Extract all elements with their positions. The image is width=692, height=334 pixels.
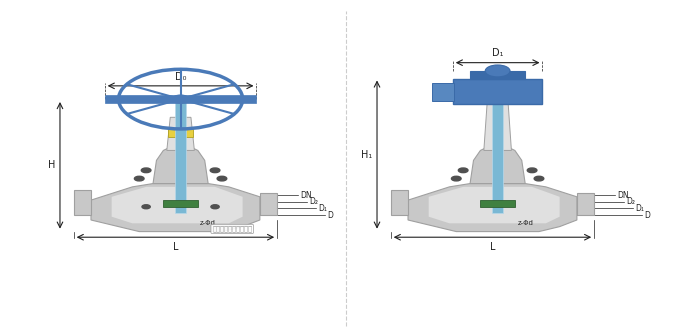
Polygon shape xyxy=(429,187,560,223)
Text: L: L xyxy=(490,241,495,252)
FancyBboxPatch shape xyxy=(175,98,186,213)
Circle shape xyxy=(134,176,144,181)
FancyBboxPatch shape xyxy=(163,200,198,207)
Polygon shape xyxy=(484,101,511,150)
FancyBboxPatch shape xyxy=(470,71,525,79)
Circle shape xyxy=(211,205,219,209)
FancyBboxPatch shape xyxy=(104,95,257,103)
Circle shape xyxy=(527,168,537,173)
Text: D₀: D₀ xyxy=(175,71,186,81)
Polygon shape xyxy=(153,147,208,184)
Text: D: D xyxy=(327,210,334,219)
FancyBboxPatch shape xyxy=(260,193,277,215)
Polygon shape xyxy=(91,184,260,231)
Text: H: H xyxy=(48,160,55,170)
FancyBboxPatch shape xyxy=(168,129,193,137)
Text: 手动画图数尺寸结构图: 手动画图数尺寸结构图 xyxy=(212,226,253,232)
FancyBboxPatch shape xyxy=(453,79,543,104)
Text: L: L xyxy=(173,241,178,252)
Polygon shape xyxy=(111,187,243,223)
Text: D₁: D₁ xyxy=(318,204,327,213)
Text: z-Φd: z-Φd xyxy=(200,220,216,226)
Text: D: D xyxy=(644,210,650,219)
Polygon shape xyxy=(470,147,525,184)
Text: H₁: H₁ xyxy=(361,150,372,160)
Circle shape xyxy=(451,176,461,181)
Text: D₁: D₁ xyxy=(492,48,503,58)
FancyBboxPatch shape xyxy=(391,190,408,215)
Polygon shape xyxy=(408,184,577,231)
FancyBboxPatch shape xyxy=(432,82,454,101)
FancyBboxPatch shape xyxy=(577,193,594,215)
Text: D₂: D₂ xyxy=(626,197,635,206)
Circle shape xyxy=(210,168,220,173)
Text: D₂: D₂ xyxy=(309,197,318,206)
Text: z-Φd: z-Φd xyxy=(517,220,533,226)
Circle shape xyxy=(458,168,468,173)
FancyBboxPatch shape xyxy=(492,81,503,213)
Text: DN: DN xyxy=(617,191,629,200)
Circle shape xyxy=(217,176,227,181)
Polygon shape xyxy=(167,117,194,150)
Text: D₁: D₁ xyxy=(635,204,644,213)
FancyBboxPatch shape xyxy=(480,200,515,207)
Circle shape xyxy=(485,65,510,77)
Circle shape xyxy=(534,176,544,181)
Text: DN: DN xyxy=(300,191,312,200)
FancyBboxPatch shape xyxy=(74,190,91,215)
Circle shape xyxy=(142,205,150,209)
Circle shape xyxy=(141,168,151,173)
Circle shape xyxy=(172,95,189,103)
